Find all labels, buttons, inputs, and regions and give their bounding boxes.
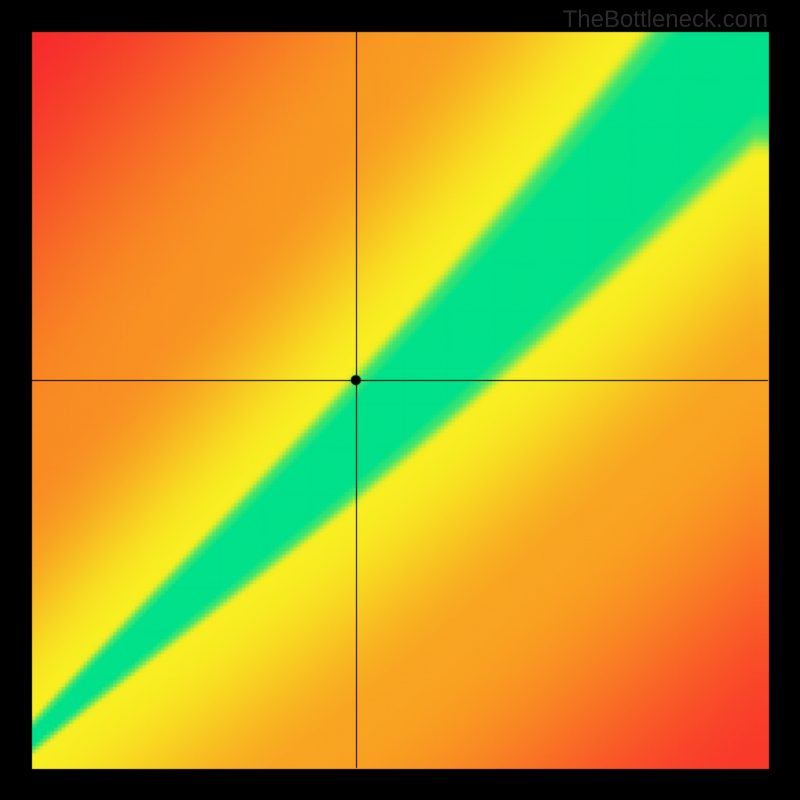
bottleneck-heatmap [0, 0, 800, 800]
watermark-text: TheBottleneck.com [563, 6, 768, 34]
chart-container: TheBottleneck.com [0, 0, 800, 800]
